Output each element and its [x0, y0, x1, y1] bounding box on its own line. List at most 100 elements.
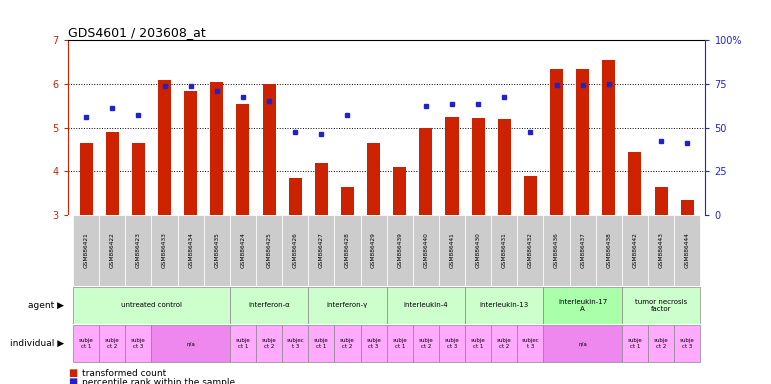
Bar [439, 325, 465, 362]
Bar [622, 287, 700, 324]
Text: interleukin-13: interleukin-13 [480, 302, 529, 308]
Bar [315, 163, 328, 215]
Text: agent ▶: agent ▶ [28, 301, 64, 310]
Text: GSM886441: GSM886441 [449, 233, 454, 268]
Bar [524, 176, 537, 215]
Text: GSM886426: GSM886426 [293, 233, 298, 268]
Text: GSM886425: GSM886425 [267, 233, 271, 268]
Bar [412, 215, 439, 286]
Text: untreated control: untreated control [121, 302, 182, 308]
Bar [282, 215, 308, 286]
Bar [498, 119, 510, 215]
Text: GSM886429: GSM886429 [371, 233, 376, 268]
Bar [151, 325, 230, 362]
Text: GSM886427: GSM886427 [319, 233, 324, 268]
Bar [361, 325, 387, 362]
Bar [465, 325, 491, 362]
Text: GSM886423: GSM886423 [136, 233, 141, 268]
Bar [99, 215, 126, 286]
Bar [263, 84, 275, 215]
Text: GSM886436: GSM886436 [554, 233, 559, 268]
Text: subje
ct 2: subje ct 2 [497, 338, 512, 349]
Text: GSM886428: GSM886428 [345, 233, 350, 268]
Bar [367, 143, 380, 215]
Bar [517, 215, 544, 286]
Text: n/a: n/a [578, 341, 587, 346]
Bar [648, 325, 674, 362]
Bar [465, 287, 544, 324]
Bar [230, 215, 256, 286]
Bar [256, 215, 282, 286]
Text: ■: ■ [68, 377, 77, 384]
Text: GSM886443: GSM886443 [658, 233, 664, 268]
Text: GSM886421: GSM886421 [83, 233, 89, 268]
Bar [681, 200, 694, 215]
Bar [73, 287, 230, 324]
Bar [544, 287, 622, 324]
Bar [230, 325, 256, 362]
Bar [393, 167, 406, 215]
Bar [177, 215, 204, 286]
Text: interleukin-4: interleukin-4 [403, 302, 448, 308]
Bar [576, 69, 589, 215]
Bar [308, 287, 387, 324]
Bar [210, 82, 224, 215]
Bar [73, 215, 99, 286]
Bar [308, 325, 335, 362]
Bar [596, 215, 622, 286]
Bar [570, 215, 596, 286]
Text: percentile rank within the sample: percentile rank within the sample [82, 377, 235, 384]
Bar [655, 187, 668, 215]
Bar [126, 325, 151, 362]
Text: subje
ct 2: subje ct 2 [261, 338, 277, 349]
Bar [237, 104, 250, 215]
Text: subje
ct 1: subje ct 1 [79, 338, 93, 349]
Text: subje
ct 2: subje ct 2 [340, 338, 355, 349]
Text: subje
ct 1: subje ct 1 [628, 338, 642, 349]
Text: ■: ■ [68, 368, 77, 378]
Bar [230, 287, 308, 324]
Text: interferon-α: interferon-α [248, 302, 290, 308]
Text: GSM886434: GSM886434 [188, 233, 194, 268]
Bar [648, 215, 674, 286]
Bar [341, 187, 354, 215]
Text: GSM886439: GSM886439 [397, 233, 402, 268]
Bar [550, 69, 563, 215]
Bar [184, 91, 197, 215]
Text: subje
ct 3: subje ct 3 [680, 338, 695, 349]
Text: subje
ct 3: subje ct 3 [366, 338, 381, 349]
Bar [544, 215, 570, 286]
Text: subje
ct 1: subje ct 1 [236, 338, 251, 349]
Bar [387, 215, 412, 286]
Bar [602, 60, 615, 215]
Text: subje
ct 1: subje ct 1 [392, 338, 407, 349]
Text: GSM886433: GSM886433 [162, 233, 167, 268]
Bar [674, 215, 700, 286]
Text: GSM886444: GSM886444 [685, 233, 690, 268]
Text: interferon-γ: interferon-γ [327, 302, 368, 308]
Text: GSM886424: GSM886424 [241, 233, 245, 268]
Bar [282, 325, 308, 362]
Bar [622, 215, 648, 286]
Bar [419, 127, 433, 215]
Bar [99, 325, 126, 362]
Text: GSM886431: GSM886431 [502, 233, 507, 268]
Bar [491, 325, 517, 362]
Bar [106, 132, 119, 215]
Bar [517, 325, 544, 362]
Text: GSM886435: GSM886435 [214, 233, 219, 268]
Bar [308, 215, 335, 286]
Bar [204, 215, 230, 286]
Text: GDS4601 / 203608_at: GDS4601 / 203608_at [68, 26, 206, 39]
Text: GSM886438: GSM886438 [606, 233, 611, 268]
Text: subje
ct 3: subje ct 3 [131, 338, 146, 349]
Text: GSM886437: GSM886437 [580, 233, 585, 268]
Bar [439, 215, 465, 286]
Bar [361, 215, 387, 286]
Bar [628, 152, 641, 215]
Text: GSM886442: GSM886442 [632, 233, 638, 268]
Text: interleukin-17
A: interleukin-17 A [558, 299, 608, 311]
Bar [288, 178, 301, 215]
Bar [256, 325, 282, 362]
Text: individual ▶: individual ▶ [10, 339, 64, 348]
